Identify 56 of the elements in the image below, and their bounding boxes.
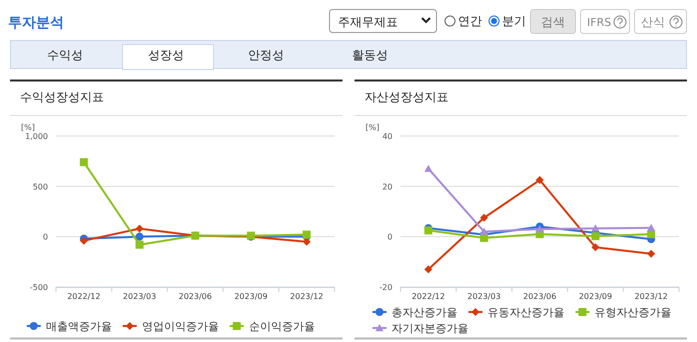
legend-label: 유형자산증가율 bbox=[594, 306, 672, 319]
legend-label: 유동자산증가율 bbox=[488, 306, 564, 319]
y-tick-label: -20 bbox=[379, 283, 392, 292]
x-tick-label: 2023/03 bbox=[467, 292, 501, 301]
text: 안정성 bbox=[248, 48, 284, 62]
point bbox=[591, 243, 600, 252]
point bbox=[424, 265, 432, 274]
point bbox=[136, 224, 144, 233]
point bbox=[536, 176, 544, 184]
text: 성장성 bbox=[148, 48, 184, 62]
legend-label: 순이익증가율 bbox=[248, 320, 315, 333]
y-tick-label: 0 bbox=[42, 232, 48, 242]
point bbox=[480, 214, 488, 222]
x-tick-label: 2023/12 bbox=[290, 292, 324, 301]
point bbox=[302, 238, 311, 246]
y-tick-label: 40 bbox=[382, 132, 392, 141]
legend-label: 자기자본증가율 bbox=[392, 322, 468, 335]
y-tick-label: 20 bbox=[382, 182, 392, 192]
text: 수익성 bbox=[47, 48, 83, 62]
x-tick-label: 2022/12 bbox=[67, 292, 100, 301]
y-tick-label: 1,000 bbox=[25, 132, 48, 141]
text: 분기 bbox=[502, 14, 526, 28]
x-tick-label: 2023/12 bbox=[634, 292, 668, 301]
y-axis-title: [%] bbox=[366, 123, 380, 132]
text: 연간 bbox=[458, 14, 482, 28]
point bbox=[591, 232, 600, 240]
text: 활동성 bbox=[352, 48, 388, 62]
y-tick-label: 500 bbox=[32, 182, 48, 192]
text: 투자분석 bbox=[8, 15, 64, 31]
point bbox=[647, 250, 656, 258]
point bbox=[480, 228, 488, 235]
dropdown-field: 주재무제표 bbox=[329, 9, 437, 33]
y-tick-label: -500 bbox=[30, 283, 48, 292]
point bbox=[591, 224, 600, 232]
point bbox=[136, 240, 144, 249]
y-axis-title: [%] bbox=[21, 123, 35, 132]
point bbox=[136, 232, 144, 241]
point bbox=[536, 225, 544, 232]
point bbox=[647, 224, 656, 232]
y-tick-label: 0 bbox=[387, 232, 392, 242]
text: IFRS bbox=[587, 16, 612, 29]
x-tick-label: 2023/06 bbox=[178, 292, 212, 301]
x-tick-label: 2023/06 bbox=[523, 292, 556, 301]
point bbox=[424, 164, 432, 172]
legend-label: 총자산증가율 bbox=[392, 306, 458, 319]
text: 산식 bbox=[641, 15, 665, 29]
x-tick-label: 2022/12 bbox=[412, 292, 445, 301]
x-tick-label: 2023/09 bbox=[578, 292, 612, 301]
text: 검색 bbox=[541, 15, 565, 29]
x-tick-label: 2023/03 bbox=[122, 292, 156, 301]
chart-title: 자산성장성지표 bbox=[364, 90, 448, 104]
x-tick-label: 2023/09 bbox=[234, 292, 268, 301]
legend-label: 영업이익증가율 bbox=[142, 320, 219, 333]
chart-title: 수익성장성지표 bbox=[20, 90, 104, 104]
point bbox=[80, 158, 88, 166]
legend-label: 매출액증가율 bbox=[46, 320, 112, 333]
